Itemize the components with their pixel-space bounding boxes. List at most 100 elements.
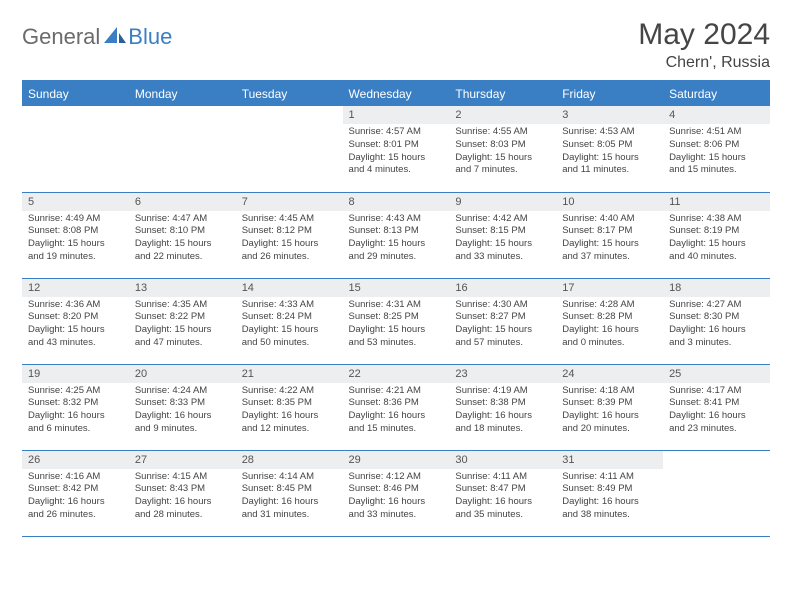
day-body: Sunrise: 4:42 AMSunset: 8:15 PMDaylight:… [449,211,556,268]
day-body: Sunrise: 4:11 AMSunset: 8:47 PMDaylight:… [449,469,556,526]
calendar-body: ...1Sunrise: 4:57 AMSunset: 8:01 PMDayli… [22,106,770,536]
sunrise-text: Sunrise: 4:35 AM [135,299,230,312]
daylight-line-1: Daylight: 15 hours [669,152,764,165]
day-number: 11 [663,193,770,211]
sunrise-text: Sunrise: 4:49 AM [28,213,123,226]
day-number: 18 [663,279,770,297]
sunset-text: Sunset: 8:06 PM [669,139,764,152]
sunrise-text: Sunrise: 4:18 AM [562,385,657,398]
sunset-text: Sunset: 8:28 PM [562,311,657,324]
day-number: 8 [343,193,450,211]
day-body: Sunrise: 4:19 AMSunset: 8:38 PMDaylight:… [449,383,556,440]
daylight-line-2: and 38 minutes. [562,509,657,522]
sunrise-text: Sunrise: 4:33 AM [242,299,337,312]
day-number: 22 [343,365,450,383]
day-number: 31 [556,451,663,469]
day-number: 17 [556,279,663,297]
day-body: Sunrise: 4:38 AMSunset: 8:19 PMDaylight:… [663,211,770,268]
calendar-cell: 6Sunrise: 4:47 AMSunset: 8:10 PMDaylight… [129,192,236,278]
daylight-line-1: Daylight: 16 hours [562,410,657,423]
calendar-cell: 26Sunrise: 4:16 AMSunset: 8:42 PMDayligh… [22,450,129,536]
calendar-cell: 27Sunrise: 4:15 AMSunset: 8:43 PMDayligh… [129,450,236,536]
daylight-line-2: and 50 minutes. [242,337,337,350]
sunrise-text: Sunrise: 4:30 AM [455,299,550,312]
sunrise-text: Sunrise: 4:53 AM [562,126,657,139]
day-body: Sunrise: 4:25 AMSunset: 8:32 PMDaylight:… [22,383,129,440]
daylight-line-1: Daylight: 15 hours [349,152,444,165]
sunrise-text: Sunrise: 4:40 AM [562,213,657,226]
weekday-header: Friday [556,82,663,106]
daylight-line-1: Daylight: 15 hours [242,238,337,251]
logo-text-1: General [22,24,100,50]
daylight-line-2: and 28 minutes. [135,509,230,522]
weekday-header: Wednesday [343,82,450,106]
calendar-cell: . [663,450,770,536]
daylight-line-1: Daylight: 16 hours [28,496,123,509]
day-number: 14 [236,279,343,297]
sunset-text: Sunset: 8:30 PM [669,311,764,324]
calendar-week: ...1Sunrise: 4:57 AMSunset: 8:01 PMDayli… [22,106,770,192]
daylight-line-1: Daylight: 15 hours [455,238,550,251]
daylight-line-1: Daylight: 16 hours [242,410,337,423]
daylight-line-2: and 15 minutes. [349,423,444,436]
sunset-text: Sunset: 8:27 PM [455,311,550,324]
day-number: 24 [556,365,663,383]
calendar-week: 12Sunrise: 4:36 AMSunset: 8:20 PMDayligh… [22,278,770,364]
day-body: Sunrise: 4:27 AMSunset: 8:30 PMDaylight:… [663,297,770,354]
day-number: 28 [236,451,343,469]
sunset-text: Sunset: 8:20 PM [28,311,123,324]
weekday-header: Sunday [22,82,129,106]
daylight-line-1: Daylight: 16 hours [562,496,657,509]
sunset-text: Sunset: 8:47 PM [455,483,550,496]
day-number: 7 [236,193,343,211]
day-body: Sunrise: 4:53 AMSunset: 8:05 PMDaylight:… [556,124,663,181]
calendar-cell: . [236,106,343,192]
sunset-text: Sunset: 8:05 PM [562,139,657,152]
calendar-cell: 12Sunrise: 4:36 AMSunset: 8:20 PMDayligh… [22,278,129,364]
sunset-text: Sunset: 8:36 PM [349,397,444,410]
daylight-line-1: Daylight: 16 hours [242,496,337,509]
calendar-cell: 30Sunrise: 4:11 AMSunset: 8:47 PMDayligh… [449,450,556,536]
calendar-cell: 18Sunrise: 4:27 AMSunset: 8:30 PMDayligh… [663,278,770,364]
sunset-text: Sunset: 8:42 PM [28,483,123,496]
day-number: 2 [449,106,556,124]
weekday-row: SundayMondayTuesdayWednesdayThursdayFrid… [22,82,770,106]
sunset-text: Sunset: 8:19 PM [669,225,764,238]
weekday-header: Monday [129,82,236,106]
daylight-line-1: Daylight: 16 hours [135,410,230,423]
day-body: Sunrise: 4:30 AMSunset: 8:27 PMDaylight:… [449,297,556,354]
daylight-line-2: and 33 minutes. [349,509,444,522]
calendar-cell: 4Sunrise: 4:51 AMSunset: 8:06 PMDaylight… [663,106,770,192]
sunset-text: Sunset: 8:35 PM [242,397,337,410]
sunrise-text: Sunrise: 4:19 AM [455,385,550,398]
sunset-text: Sunset: 8:43 PM [135,483,230,496]
calendar-cell: 10Sunrise: 4:40 AMSunset: 8:17 PMDayligh… [556,192,663,278]
sunrise-text: Sunrise: 4:11 AM [562,471,657,484]
calendar-cell: 2Sunrise: 4:55 AMSunset: 8:03 PMDaylight… [449,106,556,192]
sunrise-text: Sunrise: 4:57 AM [349,126,444,139]
calendar-cell: . [22,106,129,192]
day-body: Sunrise: 4:47 AMSunset: 8:10 PMDaylight:… [129,211,236,268]
daylight-line-1: Daylight: 16 hours [455,410,550,423]
weekday-header: Thursday [449,82,556,106]
sunrise-text: Sunrise: 4:25 AM [28,385,123,398]
daylight-line-1: Daylight: 15 hours [562,238,657,251]
month-title: May 2024 [638,18,770,52]
day-number: 23 [449,365,556,383]
sunset-text: Sunset: 8:10 PM [135,225,230,238]
daylight-line-2: and 43 minutes. [28,337,123,350]
sunrise-text: Sunrise: 4:17 AM [669,385,764,398]
calendar-cell: 3Sunrise: 4:53 AMSunset: 8:05 PMDaylight… [556,106,663,192]
sunrise-text: Sunrise: 4:16 AM [28,471,123,484]
day-body: Sunrise: 4:21 AMSunset: 8:36 PMDaylight:… [343,383,450,440]
sunrise-text: Sunrise: 4:55 AM [455,126,550,139]
daylight-line-1: Daylight: 15 hours [562,152,657,165]
calendar-cell: 1Sunrise: 4:57 AMSunset: 8:01 PMDaylight… [343,106,450,192]
brand-logo: General Blue [22,18,172,50]
daylight-line-2: and 18 minutes. [455,423,550,436]
sunset-text: Sunset: 8:46 PM [349,483,444,496]
daylight-line-2: and 9 minutes. [135,423,230,436]
day-number: 10 [556,193,663,211]
calendar-cell: 8Sunrise: 4:43 AMSunset: 8:13 PMDaylight… [343,192,450,278]
daylight-line-1: Daylight: 16 hours [349,410,444,423]
